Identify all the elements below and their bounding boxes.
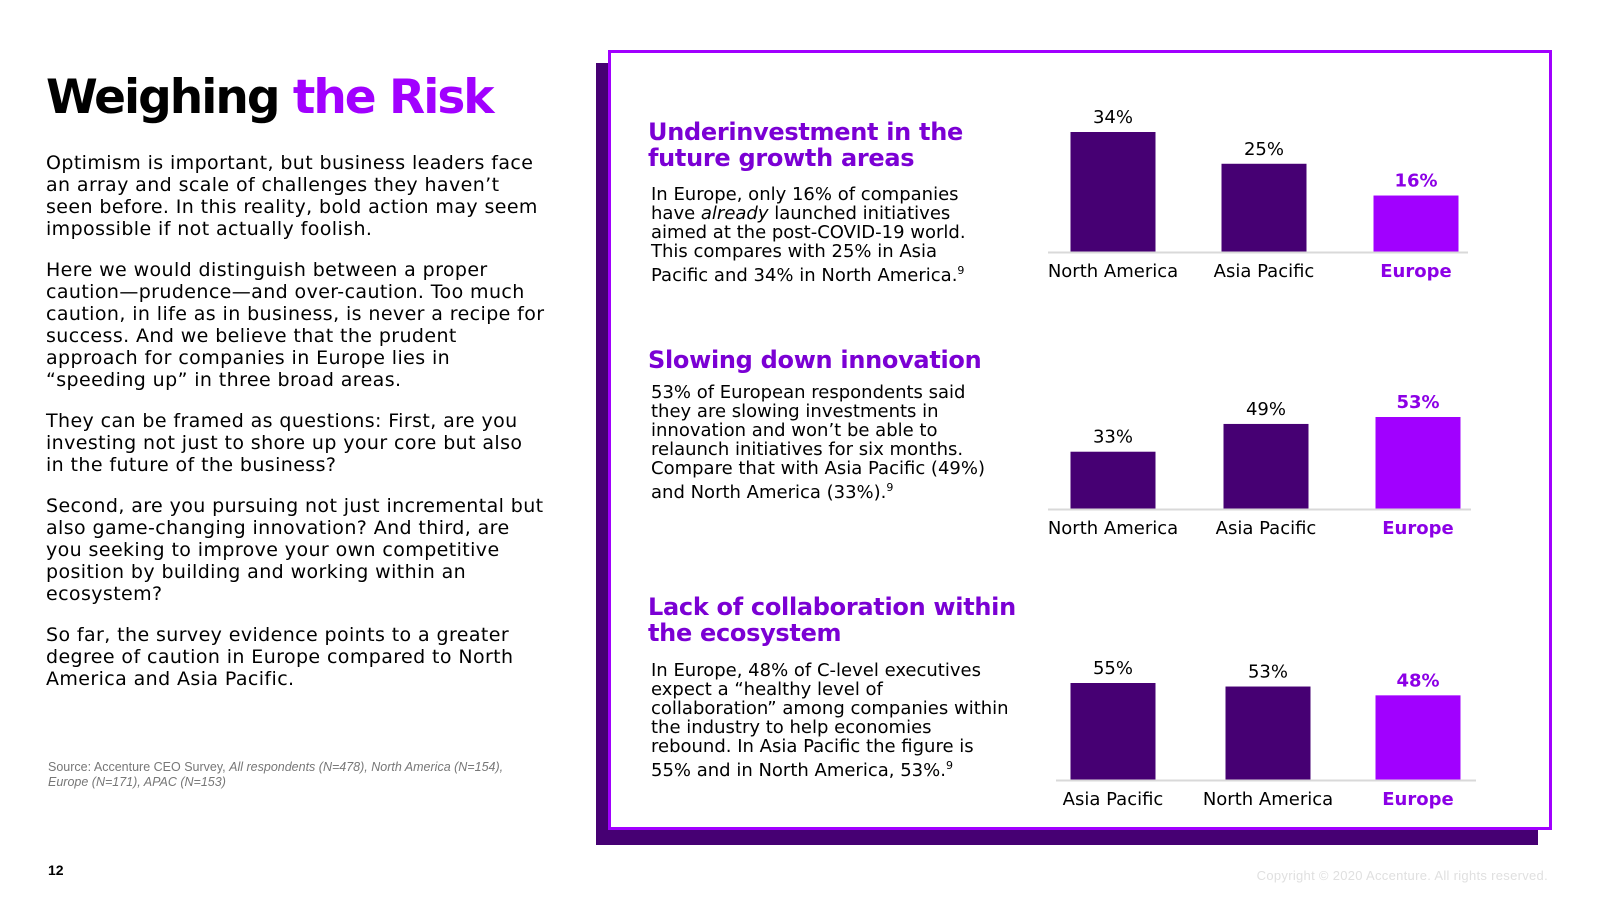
chart-innovation: 33% North America 49% Asia Pacific 53% Europe: [1048, 392, 1471, 539]
stats-panel: Underinvestment in the future growth are…: [608, 50, 1552, 830]
category-label-3-3: Europe: [1382, 789, 1453, 810]
data-label-2-2: 49%: [1246, 399, 1286, 420]
source-detail: All respondents (N=478), North America (…: [48, 760, 504, 789]
category-label-2-3: Europe: [1382, 518, 1453, 539]
source-label: Source:: [48, 760, 92, 774]
title-part-2: the Risk: [292, 70, 495, 125]
intro-text: Optimism is important, but business lead…: [46, 152, 546, 709]
bar-1-1: [1070, 132, 1156, 252]
category-label-3-2: North America: [1203, 789, 1333, 810]
section-body-innovation-text: 53% of European respondents said they ar…: [651, 382, 985, 503]
footnote-3: 9: [945, 759, 953, 772]
data-label-1-2: 25%: [1244, 139, 1284, 160]
section-body-investment-pre: In Europe, only 16% of companies have: [651, 184, 959, 224]
bar-2-1: [1070, 451, 1156, 509]
section-title-innovation: Slowing down innovation: [648, 346, 982, 374]
footnote-1: 9: [957, 264, 965, 277]
category-label-3-1: Asia Pacific: [1063, 789, 1164, 810]
category-label-2-1: North America: [1048, 518, 1178, 539]
paragraph-5: So far, the survey evidence points to a …: [46, 624, 514, 690]
category-label-1-2: Asia Pacific: [1214, 261, 1315, 282]
bar-2-2: [1223, 423, 1309, 509]
data-label-2-3: 53%: [1396, 392, 1439, 413]
bar-3-3: [1375, 695, 1461, 780]
section-body-collaboration-text: In Europe, 48% of C-level executives exp…: [651, 660, 1009, 781]
chart-collaboration: 55% Asia Pacific 53% North America 48% Europe: [1056, 658, 1476, 810]
page-title: Weighing the Risk: [46, 70, 495, 125]
paragraph-3: They can be framed as questions: First, …: [46, 410, 523, 476]
data-label-1-3: 16%: [1394, 171, 1437, 192]
paragraph-1: Optimism is important, but business lead…: [46, 152, 538, 240]
footnote-2: 9: [886, 481, 894, 494]
bar-3-2: [1225, 686, 1311, 780]
section-title-collaboration: Lack of collaboration within the ecosyst…: [648, 593, 1016, 647]
title-part-1: Weighing: [46, 70, 280, 125]
data-label-1-1: 34%: [1093, 107, 1133, 128]
source-org: Accenture CEO Survey,: [93, 760, 226, 774]
bar-1-3: [1373, 195, 1459, 252]
section-body-innovation: 53% of European respondents said they ar…: [651, 383, 1001, 502]
bar-3-1: [1070, 683, 1156, 780]
copyright: Copyright © 2020 Accenture. All rights r…: [1256, 868, 1548, 883]
bar-2-3: [1375, 417, 1461, 509]
data-label-3-3: 48%: [1396, 670, 1439, 691]
category-label-1-3: Europe: [1380, 261, 1451, 282]
paragraph-2: Here we would distinguish between a prop…: [46, 259, 545, 391]
data-label-3-2: 53%: [1248, 662, 1288, 683]
section-body-investment: In Europe, only 16% of companies have al…: [651, 185, 996, 285]
data-label-3-1: 55%: [1093, 658, 1133, 679]
section-title-investment: Underinvestment in the future growth are…: [648, 118, 963, 172]
source-note: Source: Accenture CEO Survey, All respon…: [48, 760, 518, 790]
page-number: 12: [48, 862, 64, 878]
bar-1-2: [1221, 163, 1307, 252]
chart-investment: 34% North America 25% Asia Pacific 16% Europe: [1048, 107, 1468, 282]
data-label-2-1: 33%: [1093, 427, 1133, 448]
section-body-collaboration: In Europe, 48% of C-level executives exp…: [651, 661, 1011, 780]
paragraph-4: Second, are you pursuing not just increm…: [46, 495, 544, 605]
category-label-1-1: North America: [1048, 261, 1178, 282]
section-body-investment-post: launched initiatives aimed at the post-C…: [651, 203, 966, 286]
category-label-2-2: Asia Pacific: [1216, 518, 1317, 539]
section-body-investment-italic: already: [700, 203, 769, 224]
